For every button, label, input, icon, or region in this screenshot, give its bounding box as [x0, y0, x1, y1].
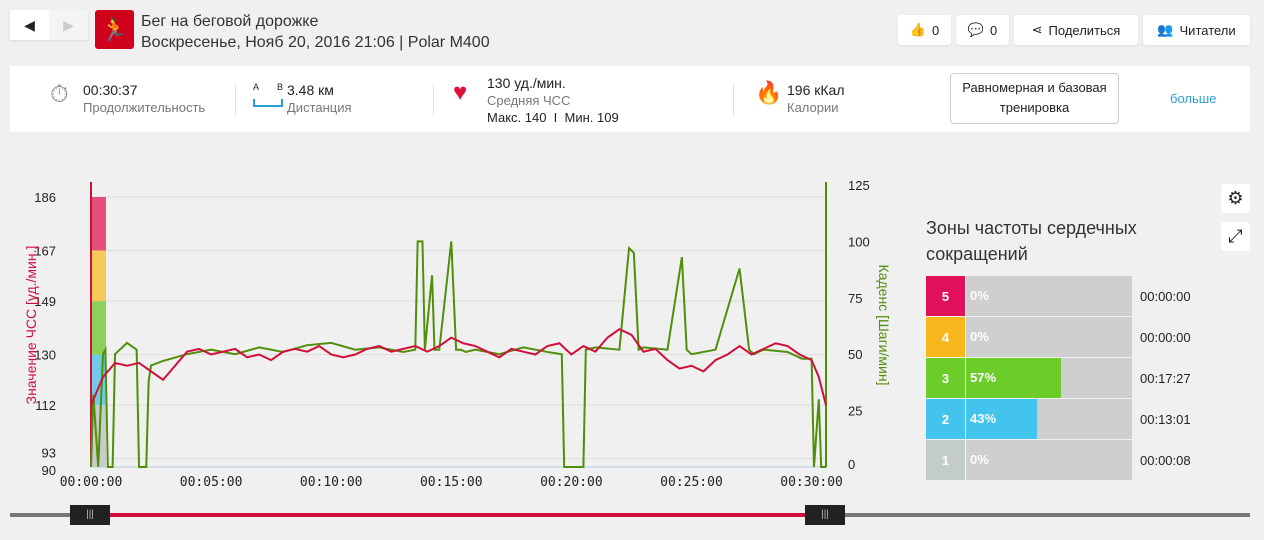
- thumbs-up-icon: 👍: [909, 22, 926, 37]
- cadence-axis-label: Каденс [Шаги/мин]: [876, 265, 892, 386]
- treadmill-icon: 🏃: [95, 10, 134, 49]
- divider: [433, 84, 434, 116]
- zone-number: 4: [926, 317, 965, 357]
- y-tick-label: 130: [34, 348, 56, 363]
- distance-stat: 3.48 км Дистанция: [287, 82, 352, 115]
- zone-row-1: 1 0% 00:00:08: [926, 440, 1206, 480]
- y-tick-label: 112: [35, 398, 56, 413]
- zone-time: 00:00:00: [1140, 289, 1191, 304]
- hr-zone-band: [91, 197, 106, 251]
- y-tick-label: 93: [42, 446, 56, 461]
- x-tick-label: 00:10:00: [300, 475, 363, 490]
- zone-time: 00:17:27: [1140, 371, 1191, 386]
- nav-buttons: ◀ ▶: [10, 10, 88, 40]
- zone-row-2: 2 43% 00:13:01: [926, 399, 1206, 439]
- settings-gear-icon[interactable]: ⚙: [1221, 184, 1250, 213]
- duration-stat: 00:30:37 Продолжительность: [83, 82, 206, 115]
- y-tick-label: 149: [34, 294, 56, 309]
- zone-row-4: 4 0% 00:00:00: [926, 317, 1206, 357]
- x-tick-label: 00:20:00: [540, 475, 603, 490]
- zone-bar-fill: [966, 358, 1061, 398]
- slider-end-handle[interactable]: |||: [805, 505, 845, 525]
- stopwatch-icon: ⏱: [50, 81, 69, 108]
- training-type-button[interactable]: Равномерная и базовая тренировка: [950, 73, 1119, 124]
- zone-number: 1: [926, 440, 965, 480]
- zone-percent: 57%: [970, 370, 997, 385]
- zone-number: 2: [926, 399, 965, 439]
- fullscreen-icon[interactable]: ⤢: [1221, 222, 1250, 251]
- y2-tick-label: 125: [848, 178, 870, 193]
- zone-bar: 0%: [966, 440, 1132, 480]
- slider-start-handle[interactable]: |||: [70, 505, 110, 525]
- divider: [733, 84, 734, 116]
- y2-tick-label: 50: [848, 347, 862, 362]
- hr-axis-label: Значение ЧСС [уд./мин.]: [23, 246, 39, 405]
- zone-time: 00:13:01: [1140, 412, 1191, 427]
- previous-button[interactable]: ◀: [10, 10, 49, 40]
- y-tick-label: 186: [34, 190, 56, 205]
- zone-bar: 0%: [966, 317, 1132, 357]
- x-tick-label: 00:25:00: [660, 475, 723, 490]
- zone-row-3: 3 57% 00:17:27: [926, 358, 1206, 398]
- heart-rate-line: [90, 328, 827, 406]
- zone-percent: 43%: [970, 411, 997, 426]
- hr-zone-band: [91, 250, 106, 302]
- share-icon: ⋖: [1031, 22, 1043, 37]
- timeline-selected-range: [90, 513, 825, 517]
- hr-zone-band: [91, 301, 106, 355]
- x-tick-label: 00:05:00: [180, 475, 243, 490]
- cadence-line: [90, 240, 826, 468]
- zone-bar-fill: [966, 399, 1038, 439]
- zone-percent: 0%: [970, 452, 989, 467]
- share-button[interactable]: ⋖ Поделиться: [1014, 15, 1138, 45]
- zone-number: 5: [926, 276, 965, 316]
- y-tick-label: 90: [42, 463, 56, 478]
- followers-button[interactable]: 👥 Читатели: [1143, 15, 1250, 45]
- y2-tick-label: 0: [848, 457, 855, 472]
- zones-title: Зоны частоты сердечных сокращений: [926, 218, 1137, 264]
- session-title: Бег на беговой дорожке Воскресенье, Нояб…: [141, 11, 490, 53]
- hr-cadence-chart: 186 167 149 130 112 93 90 125 100 75 50 25 0 00:00:00…: [23, 178, 892, 490]
- calories-stat: 196 кКал Калории: [787, 82, 845, 115]
- more-link[interactable]: больше: [1170, 91, 1217, 106]
- zone-bar: 0%: [966, 276, 1132, 316]
- y2-tick-label: 100: [848, 234, 870, 249]
- y2-tick-label: 25: [848, 404, 862, 419]
- zone-row-5: 5 0% 00:00:00: [926, 276, 1206, 316]
- x-tick-label: 00:15:00: [420, 475, 483, 490]
- zone-time: 00:00:00: [1140, 330, 1191, 345]
- y-tick-label: 167: [34, 243, 56, 258]
- comment-icon: 💬: [967, 22, 984, 37]
- heart-icon: ♥: [453, 79, 468, 106]
- flame-icon: 🔥: [755, 80, 783, 105]
- sport-name: Бег на беговой дорожке: [141, 13, 319, 30]
- zone-time: 00:00:08: [1140, 453, 1191, 468]
- session-date-device: Воскресенье, Нояб 20, 2016 21:06 | Polar…: [141, 34, 490, 51]
- zone-percent: 0%: [970, 288, 989, 303]
- zone-bar: 57%: [966, 358, 1132, 398]
- x-tick-label: 00:00:00: [60, 475, 123, 490]
- divider: [235, 84, 236, 116]
- zone-number: 3: [926, 358, 965, 398]
- y2-tick-label: 75: [848, 291, 862, 306]
- like-button[interactable]: 👍 0: [898, 15, 951, 45]
- next-button[interactable]: ▶: [49, 10, 88, 40]
- heart-rate-stat: 130 уд./мин. Средняя ЧСС Макс. 140 I Мин…: [487, 75, 619, 125]
- comments-button[interactable]: 💬 0: [956, 15, 1009, 45]
- x-tick-label: 00:30:00: [780, 475, 843, 490]
- people-icon: 👥: [1157, 22, 1174, 37]
- zone-bar: 43%: [966, 399, 1132, 439]
- zone-percent: 0%: [970, 329, 989, 344]
